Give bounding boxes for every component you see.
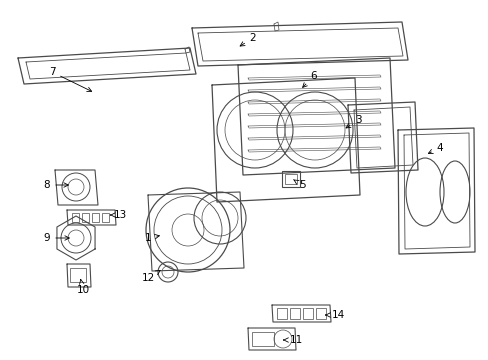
Text: 3: 3 (346, 115, 361, 128)
Text: 13: 13 (110, 210, 126, 220)
Bar (251, 332, 273, 346)
Bar (92, 213, 99, 222)
Bar (289, 308, 299, 319)
Text: 7: 7 (49, 67, 91, 91)
Text: 12: 12 (141, 270, 160, 283)
Text: 6: 6 (302, 71, 317, 87)
Text: 4: 4 (427, 143, 443, 154)
Bar (285, 174, 296, 184)
Text: 11: 11 (283, 335, 302, 345)
Text: 9: 9 (43, 233, 69, 243)
Text: 14: 14 (325, 310, 344, 320)
Text: 5: 5 (293, 180, 305, 190)
Bar (276, 308, 286, 319)
Bar (102, 213, 109, 222)
Bar (303, 308, 312, 319)
Text: 8: 8 (43, 180, 68, 190)
Bar (82, 213, 89, 222)
Bar (315, 308, 325, 319)
Bar (70, 268, 86, 282)
Text: 10: 10 (76, 279, 89, 295)
Bar (282, 171, 299, 187)
Bar (72, 213, 79, 222)
Text: 2: 2 (240, 33, 256, 46)
Text: 1: 1 (144, 233, 159, 243)
